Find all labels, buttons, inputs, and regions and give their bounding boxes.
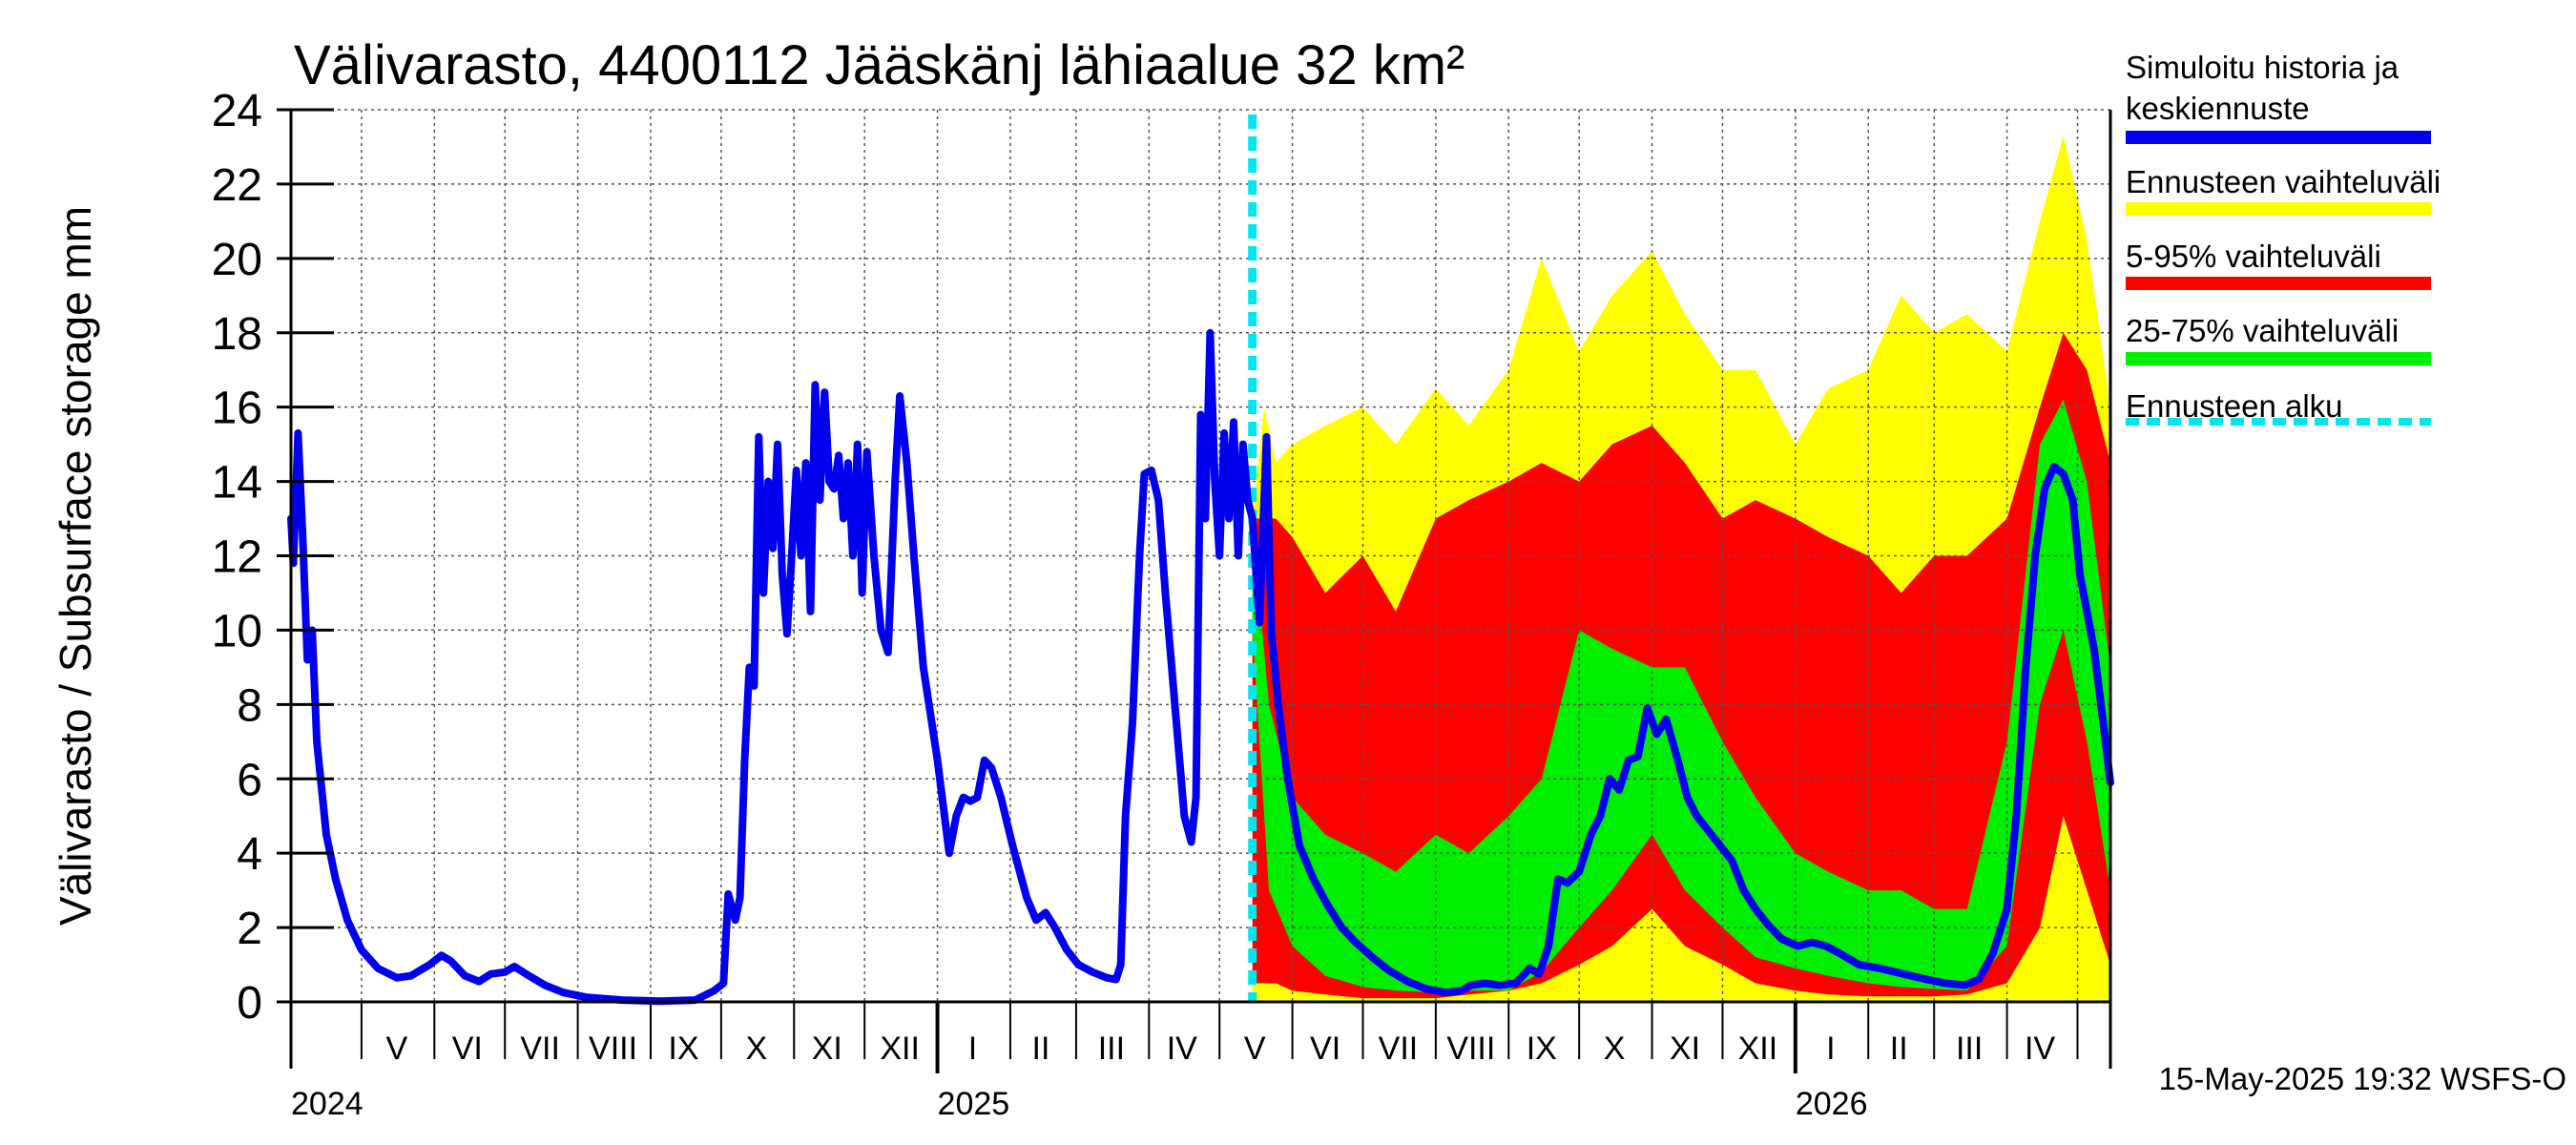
month-label: VII <box>520 1030 560 1067</box>
month-label: IV <box>2025 1030 2055 1067</box>
y-tick-label: 6 <box>237 755 262 805</box>
month-label: VI <box>1310 1030 1340 1067</box>
x-axis-labels: V VI VII VIII IX X XI XII I II III IV V VI VII VIII IX X X… <box>291 1030 2055 1122</box>
month-label: IV <box>1167 1030 1197 1067</box>
chart-title: Välivarasto, 4400112 Jääskänj lähiaalue … <box>294 34 1465 96</box>
month-label: VIII <box>1446 1030 1495 1067</box>
legend-label: Ennusteen vaihteluväli <box>2126 164 2441 199</box>
y-tick-label: 10 <box>212 606 262 656</box>
legend: Simuloitu historia ja keskiennuste Ennuste… <box>2126 50 2441 426</box>
month-label: IX <box>668 1030 698 1067</box>
band-5-95-vaihteluv-li <box>1252 332 2110 999</box>
month-label: XI <box>812 1030 842 1067</box>
y-tick-label: 0 <box>237 978 262 1029</box>
y-tick-label: 8 <box>237 680 262 731</box>
timestamp-footer: 15-May-2025 19:32 WSFS-O <box>2159 1061 2566 1096</box>
month-label: I <box>1826 1030 1835 1067</box>
y-axis-label: Välivarasto / Subsurface storage mm <box>51 206 100 926</box>
simulated-series <box>287 328 2114 1006</box>
y-tick-label: 22 <box>212 160 262 211</box>
month-label: XII <box>1738 1030 1778 1067</box>
legend-label: 5-95% vaihteluväli <box>2126 239 2381 274</box>
month-label: II <box>1032 1030 1050 1067</box>
month-label: VII <box>1379 1030 1419 1067</box>
year-label: 2025 <box>938 1086 1010 1122</box>
y-tick-label: 4 <box>237 829 262 880</box>
month-label: V <box>386 1030 408 1067</box>
year-label: 2026 <box>1796 1086 1868 1122</box>
band-25-75-vaihteluv-li <box>1252 399 2110 993</box>
month-label: XI <box>1670 1030 1700 1067</box>
series-line-simulated <box>287 328 2114 1006</box>
legend-label: 25-75% vaihteluväli <box>2126 313 2399 348</box>
y-tick-label: 16 <box>212 384 262 434</box>
y-tick-label: 2 <box>237 904 262 954</box>
month-label: II <box>1890 1030 1908 1067</box>
y-tick-label: 20 <box>212 235 262 285</box>
axes <box>289 110 2112 1069</box>
y-tick-label: 24 <box>212 86 262 136</box>
legend-label: Simuloitu historia ja <box>2126 50 2399 85</box>
legend-label: Ennusteen alku <box>2126 388 2343 424</box>
year-label: 2024 <box>291 1086 364 1122</box>
month-label: I <box>968 1030 977 1067</box>
month-label: III <box>1098 1030 1125 1067</box>
month-label: VI <box>452 1030 483 1067</box>
month-label: V <box>1244 1030 1266 1067</box>
month-label: XII <box>880 1030 920 1067</box>
y-tick-label: 18 <box>212 309 262 360</box>
y-tick-label: 12 <box>212 532 262 583</box>
legend-label: keskiennuste <box>2126 91 2310 126</box>
month-label: IX <box>1527 1030 1557 1067</box>
y-tick-label: 14 <box>212 458 262 509</box>
forecast-bands <box>1252 135 2110 1003</box>
month-label: X <box>745 1030 767 1067</box>
month-label: III <box>1956 1030 1983 1067</box>
month-label: VIII <box>589 1030 637 1067</box>
month-label: X <box>1604 1030 1626 1067</box>
